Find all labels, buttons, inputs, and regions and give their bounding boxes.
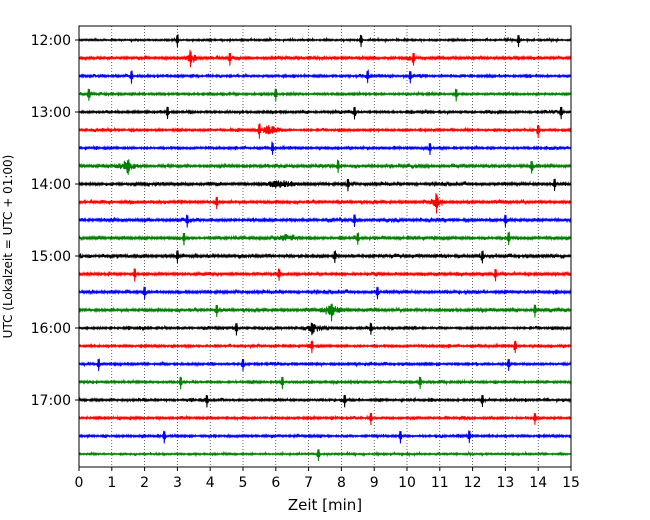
y-tick-label-4: 16:00 (31, 321, 71, 337)
trace-row-1630 (78, 358, 572, 372)
trace-row-1300 (78, 106, 572, 120)
x-axis-ticks: 0 1 2 3 4 5 6 7 8 9 10 11 12 13 14 15 (75, 467, 580, 491)
x-tick-label-4: 4 (206, 475, 215, 491)
x-tick-label-2: 2 (140, 475, 149, 491)
trace-row-1245 (78, 88, 572, 102)
x-tick-label-6: 6 (271, 475, 280, 491)
x-tick-label-1: 1 (107, 475, 116, 491)
x-tick-label-7: 7 (304, 475, 313, 491)
y-tick-label-1: 13:00 (31, 105, 71, 121)
trace-row-1415 (78, 193, 572, 214)
trace-row-1730 (78, 430, 572, 444)
x-tick-label-5: 5 (239, 475, 248, 491)
y-axis-ticks: 12:00 13:00 14:00 15:00 16:00 17:00 (31, 33, 79, 409)
x-tick-label-13: 13 (496, 475, 514, 491)
trace-row-1315 (78, 123, 572, 139)
y-tick-label-5: 17:00 (31, 393, 71, 409)
trace-row-1500 (78, 250, 572, 264)
y-tick-label-0: 12:00 (31, 33, 71, 49)
x-tick-label-11: 11 (431, 475, 449, 491)
trace-row-1430 (78, 214, 572, 228)
trace-row-1530 (78, 286, 572, 300)
trace-row-1445 (78, 231, 572, 246)
x-tick-label-8: 8 (337, 475, 346, 491)
y-tick-label-3: 15:00 (31, 249, 71, 265)
x-tick-label-12: 12 (464, 475, 482, 491)
y-axis-label: UTC (Lokalzeit = UTC + 01:00) (1, 155, 15, 339)
trace-row-1645 (78, 376, 572, 390)
x-axis-label: Zeit [min] (288, 496, 362, 514)
trace-rows (78, 34, 572, 461)
trace-row-1230 (78, 69, 572, 84)
x-tick-label-3: 3 (173, 475, 182, 491)
trace-row-1715 (78, 412, 572, 426)
trace-row-1330 (78, 141, 572, 156)
trace-row-1515 (78, 268, 572, 282)
trace-row-1745 (78, 449, 572, 461)
y-tick-label-2: 14:00 (31, 177, 71, 193)
trace-row-1215 (78, 49, 572, 68)
trace-row-1200 (78, 34, 572, 48)
trace-row-1345 (78, 159, 572, 175)
x-tick-label-9: 9 (370, 475, 379, 491)
x-tick-label-14: 14 (529, 475, 547, 491)
trace-row-1400 (78, 178, 572, 192)
trace-row-1615 (78, 340, 572, 354)
trace-row-1600 (78, 322, 572, 336)
x-tick-label-0: 0 (75, 475, 84, 491)
trace-row-1545 (78, 303, 572, 322)
plot-frame (78, 25, 572, 468)
trace-row-1700 (78, 394, 572, 408)
x-tick-label-10: 10 (398, 475, 416, 491)
x-tick-label-15: 15 (562, 475, 580, 491)
